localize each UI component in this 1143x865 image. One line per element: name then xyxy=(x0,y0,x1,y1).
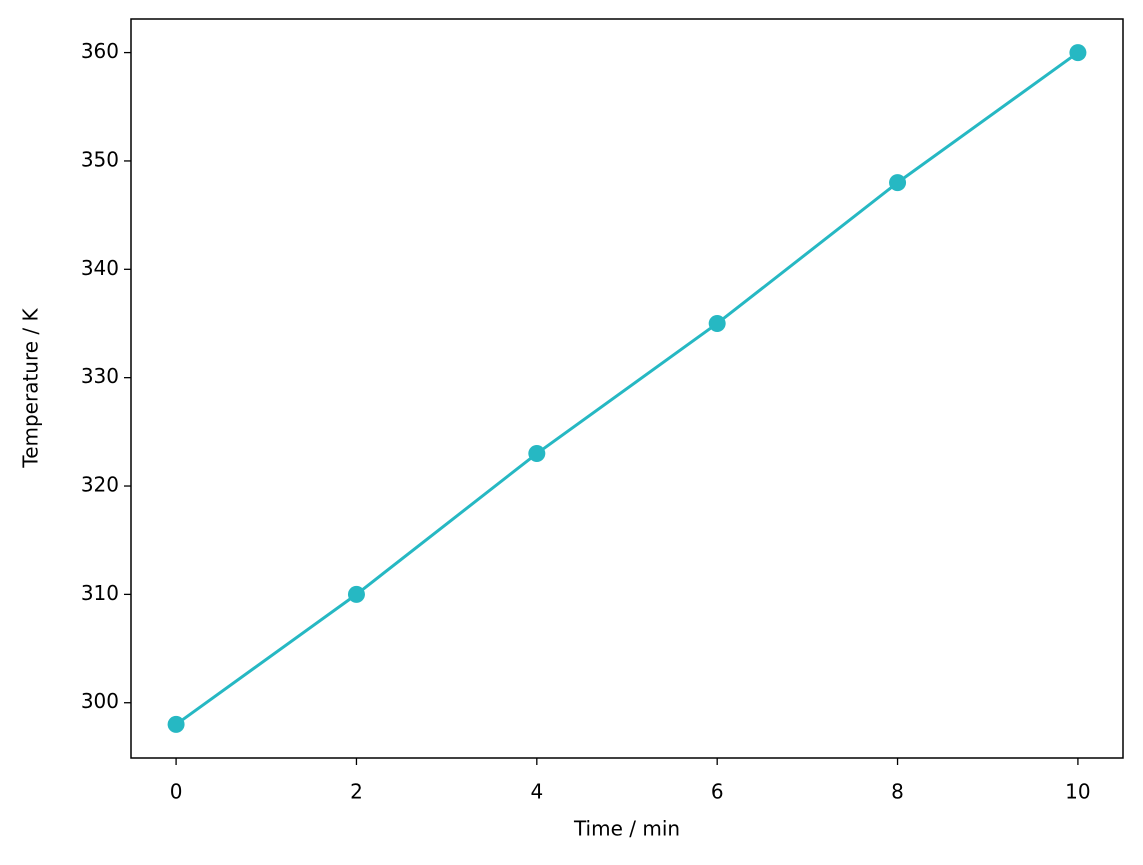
y-axis-label: Temperature / K xyxy=(19,307,43,468)
marker xyxy=(708,314,726,332)
y-tick-label: 320 xyxy=(81,473,119,497)
plot-frame xyxy=(130,18,1124,759)
y-tick-label: 360 xyxy=(81,39,119,63)
line xyxy=(175,51,1079,726)
marker xyxy=(347,585,365,603)
x-tick-label: 6 xyxy=(711,780,724,804)
x-tick-label: 10 xyxy=(1065,780,1090,804)
y-tick-label: 340 xyxy=(81,256,119,280)
x-axis-label: Time / min xyxy=(573,817,680,841)
y-tick-label: 310 xyxy=(81,581,119,605)
x-tick-label: 8 xyxy=(891,780,904,804)
marker xyxy=(889,174,907,192)
marker xyxy=(1069,44,1087,62)
x-tick-label: 0 xyxy=(170,780,183,804)
x-tick-label: 2 xyxy=(350,780,363,804)
marker xyxy=(528,445,546,463)
y-tick-label: 350 xyxy=(81,147,119,171)
y-tick-label: 330 xyxy=(81,364,119,388)
y-tick-label: 300 xyxy=(81,689,119,713)
x-tick-label: 4 xyxy=(530,780,543,804)
marker xyxy=(167,715,185,733)
